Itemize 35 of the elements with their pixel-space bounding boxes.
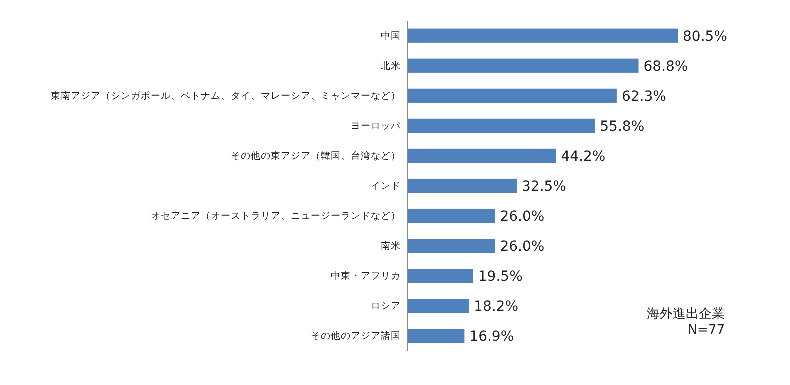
y-tick-label: オセアニア（オーストラリア、ニュージーランドなど） [151,211,401,222]
y-tick-label: 南米 [381,240,401,252]
data-label: 19.5% [478,269,523,286]
y-tick-label: 東南アジア（シンガポール、ベトナム、タイ、マレーシア、ミャンマーなど） [51,90,401,102]
bar [408,88,617,103]
bar [408,299,470,314]
y-tick-label: 北米 [381,60,401,72]
text: N=77 [688,323,725,338]
data-label: 16.9% [470,329,514,346]
y-tick-label: ヨーロッパ [351,120,402,132]
data-label: 68.8% [644,58,688,75]
data-label: 80.5% [683,28,728,45]
bar [408,239,496,254]
data-label: 26.0% [500,209,545,226]
annotation: 海外進出企業 [647,307,725,322]
data-label: 18.2% [474,299,519,316]
bar [408,178,518,194]
data-label: 32.5% [522,179,566,196]
y-tick-label: ロシア [371,301,401,312]
data-label: 62.3% [622,88,666,105]
bar [408,329,465,344]
data-label: 44.2% [561,149,606,166]
bar [408,28,678,43]
y-tick-label: 中国 [381,30,401,42]
data-label: 26.0% [500,239,545,256]
bar [408,208,496,224]
y-tick-label: 中東・アフリカ [331,270,401,282]
y-tick-label: インド [371,181,401,192]
bar [408,148,556,164]
data-label: 55.8% [600,118,645,135]
bar [408,118,596,133]
y-tick-label: その他の東アジア（韓国、台湾など） [231,150,401,162]
bar [408,58,639,73]
bar [408,269,474,284]
y-tick-label: その他のアジア諸国 [311,330,401,342]
